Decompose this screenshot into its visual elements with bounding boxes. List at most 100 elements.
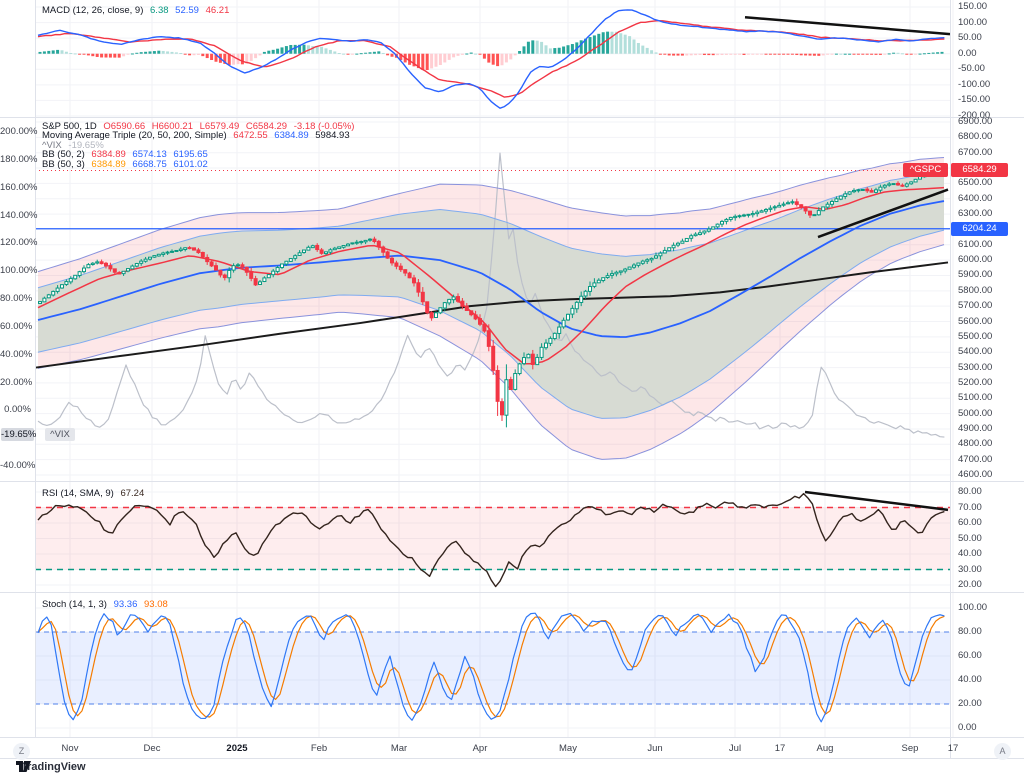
bb3-title: BB (50, 3) [42,158,85,170]
axis-tick-label: 0.00% [4,404,31,416]
bb2-title: BB (50, 2) [42,149,85,161]
macd-pane [37,9,951,109]
axis-tick-label: -40.00% [0,460,36,471]
tradingview-logo-text: TradingView [21,761,86,773]
axis-tick-label: 60.00% [0,320,33,332]
gspc-symbol-tag: ^GSPC [903,163,948,177]
axis-tick-label: 5300.00 [958,361,993,373]
axis-tick-label: 40.00% [0,348,33,360]
axis-tick-label: 5800.00 [958,284,993,296]
auto-scale-button[interactable]: A [994,743,1011,760]
axis-tick-label: 20.00 [958,579,982,590]
ohlc-open: O6590.66 [103,121,146,132]
axis-tick-label: 60.00 [958,650,982,661]
bb2-upper: 6574.13 [132,149,167,161]
main-legend[interactable]: S&P 500, 1D O6590.66 H6600.21 L6579.49 C… [42,122,354,169]
axis-tick-label: 50.00 [958,32,982,44]
axis-tick-label: Sep [901,743,919,754]
axis-tick-label: 2025 [226,743,248,754]
axis-tick-label: 100.00 [958,602,988,613]
bb2-row[interactable]: BB (50, 2) 6384.89 6574.13 6195.65 [42,149,354,161]
axis-tick-label: 5900.00 [958,269,993,281]
ma200-value: 5984.93 [315,130,350,142]
axis-tick-label: 140.00% [0,209,38,221]
axis-tick-label: 5100.00 [958,392,993,404]
axis-tick-label: 30.00 [958,563,982,575]
axis-tick-label: 120.00% [0,237,38,249]
timezone-button[interactable]: Z [13,743,30,760]
axis-tick-label: Apr [472,743,488,754]
axis-tick-label: 4600.00 [958,469,993,480]
tradingview-logo[interactable]: TradingView [16,761,86,773]
axis-tick-label: 6700.00 [958,146,993,158]
axis-tick-label: 40.00 [958,674,982,685]
axis-tick-label: 180.00% [0,153,38,165]
axis-tick-label: 100.00% [0,265,38,277]
vix-row[interactable]: ^VIX -19.65% [42,139,354,151]
axis-tick-label: 200.00% [0,126,38,137]
ma-triple-title: Moving Average Triple (20, 50, 200, Simp… [42,130,227,142]
stoch-d-value: 93.08 [144,599,168,610]
vix-change-value: -19.65% [68,139,104,151]
axis-tick-label: 6800.00 [958,131,993,143]
axis-tick-label: 6500.00 [958,177,993,189]
stoch-k-value: 93.36 [113,599,138,610]
ohlc-low: L6579.49 [199,121,240,132]
rsi-pane [35,490,950,588]
bb3-row[interactable]: BB (50, 3) 6384.89 6668.75 6101.02 [42,158,354,170]
macd-legend[interactable]: MACD (12, 26, close, 9) 6.38 52.59 46.21 [42,6,229,16]
axis-tick-label: 160.00% [0,181,38,193]
axis-tick-label: 17 [774,743,786,754]
axis-tick-label: 5400.00 [958,346,993,358]
macd-hist-value: 6.38 [150,5,169,16]
axis-tick-label: 20.00 [958,698,982,709]
axis-tick-label: May [559,743,577,754]
axis-tick-label: 6100.00 [958,238,993,250]
axis-tick-label: 5000.00 [958,407,993,419]
axis-tick-label: Dec [143,743,161,754]
axis-tick-label: 6300.00 [958,208,993,220]
axis-tick-label: -100.00 [958,78,991,90]
axis-tick-label: -200.00 [958,110,991,121]
macd-line-value: 52.59 [175,5,199,16]
axis-tick-label: -150.00 [958,94,991,106]
axis-tick-label: Aug [816,743,834,754]
stoch-legend[interactable]: Stoch (14, 1, 3) 93.36 93.08 [42,600,168,610]
bb3-basis: 6384.89 [91,158,126,170]
hline-price-tag: 6204.24 [951,222,1008,236]
axis-tick-label: 5600.00 [958,315,993,327]
vix-value-tag: -19.65% [1,428,37,441]
ma-triple-row[interactable]: Moving Average Triple (20, 50, 200, Simp… [42,130,354,142]
axis-tick-label: 80.00% [0,293,33,304]
axis-tick-label: 0.00 [958,47,977,59]
macd-legend-title: MACD (12, 26, close, 9) [42,5,144,16]
symbol-title: S&P 500, 1D [42,121,97,132]
axis-tick-label: 6900.00 [958,116,993,127]
macd-signal-value: 46.21 [205,5,230,16]
axis-tick-label: 150.00 [958,1,988,12]
axis-tick-label: 50.00 [958,532,982,544]
bb2-basis: 6384.89 [91,149,126,161]
axis-tick-label: 17 [947,743,959,754]
axis-tick-label: 60.00 [958,517,982,528]
bb3-upper: 6668.75 [132,158,167,170]
ma20-value: 6472.55 [233,130,268,142]
stoch-legend-title: Stoch (14, 1, 3) [42,599,107,610]
axis-tick-label: 100.00 [958,16,988,28]
stoch-pane [35,612,950,723]
rsi-value: 67.24 [120,488,145,499]
vix-title: ^VIX [42,139,62,151]
symbol-row[interactable]: S&P 500, 1D O6590.66 H6600.21 L6579.49 C… [42,121,354,132]
axis-tick-label: 80.00 [958,626,982,637]
axis-tick-label: 6400.00 [958,192,993,204]
gspc-price-tag: 6584.29 [951,163,1008,177]
rsi-legend[interactable]: RSI (14, SMA, 9) 67.24 [42,489,144,499]
axis-tick-label: 4800.00 [958,438,993,450]
axis-tick-label: -50.00 [958,63,985,75]
axis-tick-label: Nov [61,743,79,754]
main-pane [35,152,950,460]
axis-tick-label: 6000.00 [958,254,993,266]
ohlc-close: C6584.29 [245,121,288,132]
